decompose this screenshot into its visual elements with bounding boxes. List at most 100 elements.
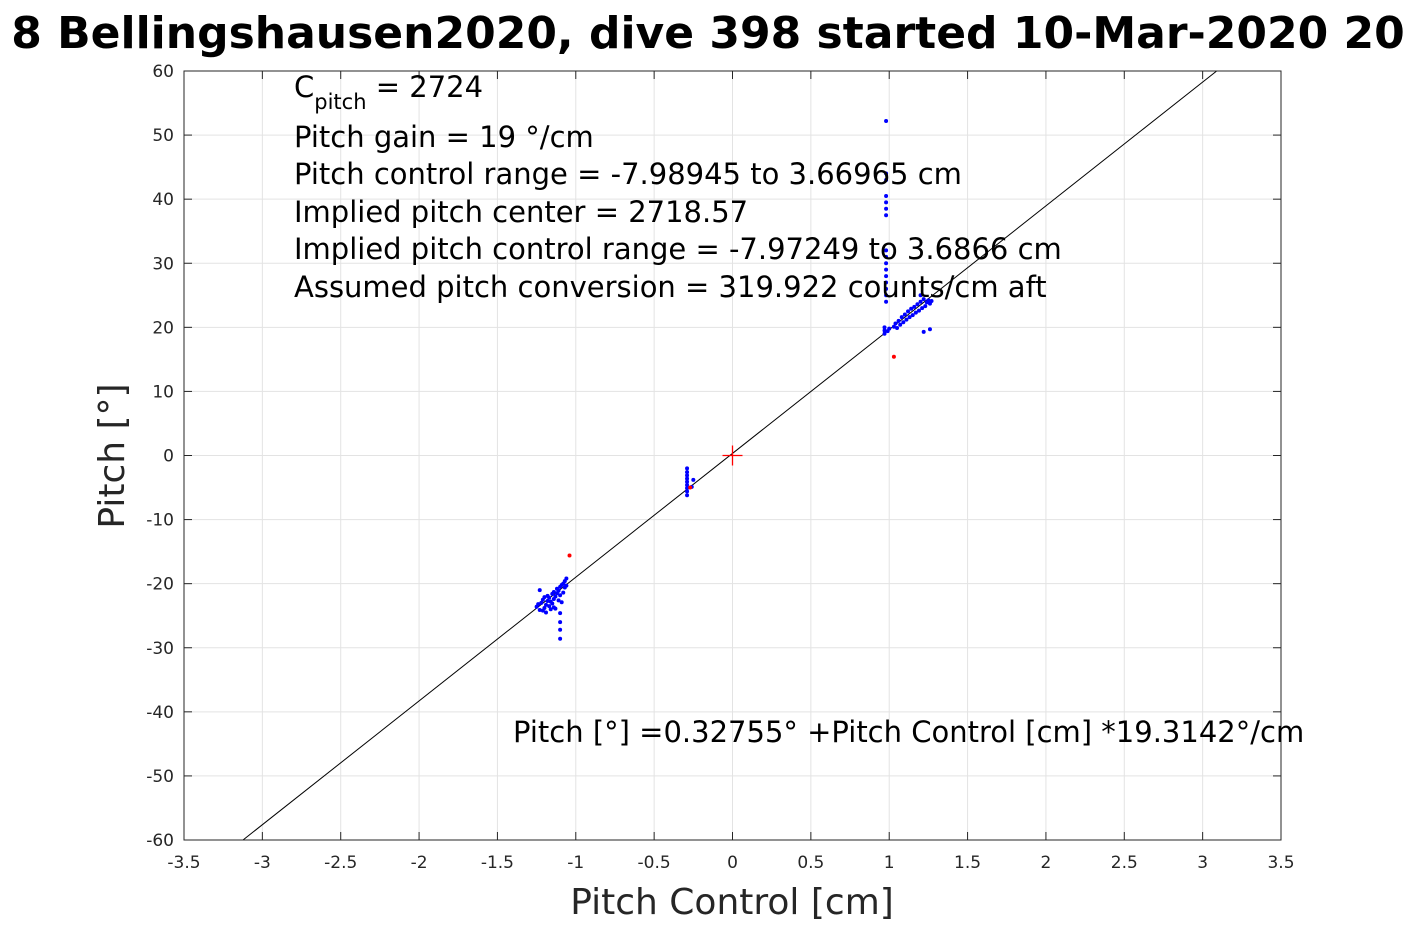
data-point-blue (916, 308, 921, 313)
y-tick-label: 10 (152, 382, 174, 402)
data-point-blue (899, 315, 904, 320)
x-tick-label: 3.5 (1267, 853, 1294, 873)
data-point-blue (564, 583, 569, 588)
data-point-blue (918, 299, 923, 304)
data-point-red (688, 485, 693, 490)
data-point-blue (884, 261, 889, 266)
data-point-blue (685, 476, 690, 481)
data-point-blue (558, 611, 563, 616)
x-tick-label: 2.5 (1111, 853, 1138, 873)
data-point-blue (884, 280, 889, 285)
x-tick-label: 2 (1041, 853, 1052, 873)
center-marker-layer (722, 445, 743, 466)
data-point-blue (544, 602, 549, 607)
data-point-blue (904, 317, 909, 322)
annotation-implied-center: Implied pitch center = 2718.57 (294, 195, 748, 229)
data-point-blue (544, 610, 549, 615)
data-point-blue (909, 306, 914, 311)
data-point-blue (927, 327, 932, 332)
x-axis-label: Pitch Control [cm] (570, 882, 894, 923)
y-tick-label: -60 (146, 831, 174, 851)
data-point-blue (918, 293, 923, 298)
data-point-blue (545, 598, 550, 603)
annotation-assumed-conversion: Assumed pitch conversion = 319.922 count… (294, 270, 1047, 304)
data-point-blue (537, 607, 542, 612)
annotation-implied-range: Implied pitch control range = -7.97249 t… (294, 232, 1062, 266)
y-tick-label: -20 (146, 575, 174, 595)
data-point-blue (884, 299, 889, 304)
x-tick-label: -2.5 (324, 853, 357, 873)
data-point-blue (921, 297, 926, 302)
x-tick-label: 3 (1197, 853, 1208, 873)
data-point-blue (553, 594, 558, 599)
y-axis-label: Pitch [°] (92, 383, 133, 528)
data-point-blue (537, 588, 542, 593)
data-point-blue (551, 589, 556, 594)
axis-ticks: -3.5 -3 -2.5 -2 -1.5 -1 -0.5 0 0.5 1 1.5 2 2.5 3 3.5 -6… (146, 62, 1294, 873)
data-point-blue (920, 306, 925, 311)
data-point-blue (548, 607, 553, 612)
y-tick-label: -50 (146, 767, 174, 787)
data-point-blue (540, 608, 545, 613)
c-pitch-subscript: pitch (314, 90, 366, 114)
data-point-red (567, 553, 572, 558)
data-point-blue (895, 325, 900, 330)
annotation-c-pitch: Cpitch = 2724 (294, 70, 483, 114)
y-tick-label: 20 (152, 318, 174, 338)
data-point-blue (882, 331, 887, 336)
data-point-blue (559, 600, 564, 605)
data-point-blue (685, 466, 690, 471)
x-tick-label: 0 (727, 853, 738, 873)
data-point-blue (907, 315, 912, 320)
data-point-blue (558, 620, 563, 625)
data-point-blue (910, 313, 915, 318)
x-tick-label: -3.5 (167, 853, 200, 873)
data-point-blue (884, 254, 889, 259)
y-tick-label: 50 (152, 126, 174, 146)
annotation-fit-equation: Pitch [°] =0.32755° +Pitch Control [cm] … (513, 715, 1304, 749)
data-point-blue (884, 286, 889, 291)
data-point-blue (898, 322, 903, 327)
data-point-blue (902, 312, 907, 317)
data-point-blue (556, 588, 561, 593)
data-point-red (891, 354, 896, 359)
y-tick-label: 30 (152, 254, 174, 274)
data-point-blue (884, 213, 889, 218)
y-tick-label: 60 (152, 62, 174, 82)
x-tick-label: -3 (254, 853, 271, 873)
data-point-blue (561, 590, 566, 595)
data-point-blue (884, 293, 889, 298)
data-point-blue (906, 309, 911, 314)
x-tick-label: -1 (567, 853, 584, 873)
y-tick-label: 40 (152, 190, 174, 210)
data-point-blue (539, 600, 544, 605)
data-point-blue (884, 248, 889, 253)
data-point-blue (685, 482, 690, 487)
data-point-blue (891, 324, 896, 329)
data-point-blue (923, 304, 928, 309)
data-point-blue (547, 604, 552, 609)
data-point-blue (551, 605, 556, 610)
data-point-blue (685, 486, 690, 491)
data-point-blue (912, 304, 917, 309)
data-point-blue (884, 118, 889, 123)
data-point-blue (685, 470, 690, 475)
data-point-blue (547, 595, 552, 600)
data-point-blue (556, 598, 561, 603)
data-point-blue (558, 627, 563, 632)
x-tick-label: -0.5 (638, 853, 671, 873)
data-point-blue (926, 298, 931, 303)
x-tick-label: -2 (411, 853, 428, 873)
data-point-blue (884, 206, 889, 211)
data-point-blue (691, 477, 696, 482)
data-point-blue (685, 479, 690, 484)
data-points (534, 118, 934, 641)
y-tick-label: 0 (163, 447, 174, 467)
data-point-blue (542, 595, 547, 600)
y-tick-label: -30 (146, 639, 174, 659)
annotation-pitch-gain: Pitch gain = 19 °/cm (294, 120, 594, 154)
data-point-blue (884, 177, 889, 182)
data-point-blue (884, 193, 889, 198)
data-point-blue (884, 171, 889, 176)
x-tick-label: 0.5 (797, 853, 824, 873)
